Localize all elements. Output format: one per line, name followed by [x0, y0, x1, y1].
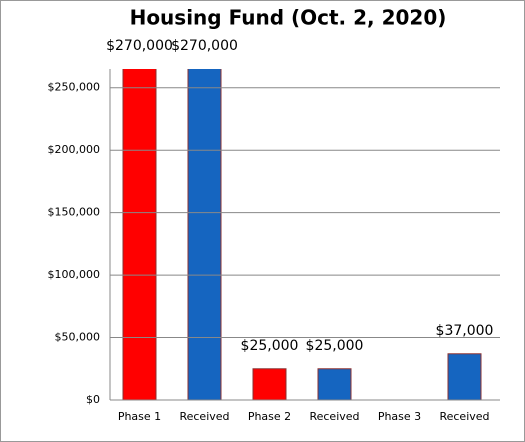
x-tick-label: Phase 3: [378, 410, 421, 423]
y-tick-label: $0: [86, 393, 100, 406]
x-tick-label: Received: [309, 410, 359, 423]
y-tick-label: $100,000: [48, 268, 101, 281]
chart-title: Housing Fund (Oct. 2, 2020): [130, 6, 447, 30]
bar: [317, 368, 352, 401]
x-tick-label: Received: [179, 410, 229, 423]
x-tick-label: Phase 1: [118, 410, 161, 423]
bar: [187, 69, 222, 401]
data-label: $270,000: [171, 38, 238, 54]
bar: [447, 353, 482, 401]
y-tick-label: $200,000: [48, 143, 101, 156]
x-tick-label: Phase 2: [248, 410, 291, 423]
plot-area: [122, 69, 482, 401]
data-label: $37,000: [436, 323, 494, 339]
y-tick-label: $150,000: [48, 206, 101, 219]
data-label: $270,000: [106, 38, 173, 54]
bar: [122, 69, 157, 401]
bar: [252, 368, 287, 401]
y-tick-label: $50,000: [55, 331, 101, 344]
data-label: $25,000: [306, 338, 364, 354]
data-label: $25,000: [241, 338, 299, 354]
x-tick-label: Received: [439, 410, 489, 423]
y-tick-label: $250,000: [48, 81, 101, 94]
